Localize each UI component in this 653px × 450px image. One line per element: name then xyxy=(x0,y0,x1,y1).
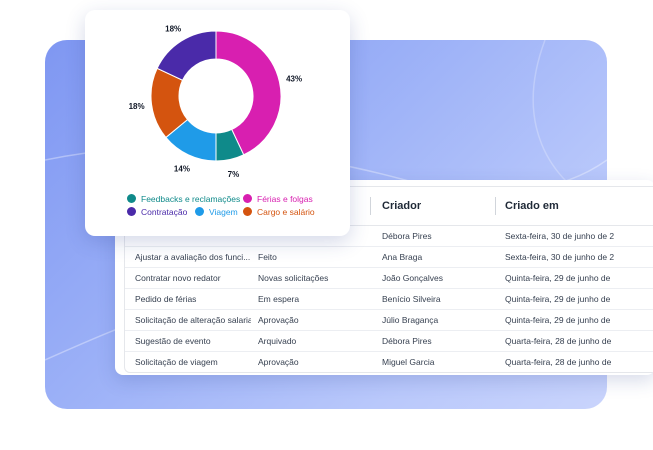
table-row[interactable]: Sugestão de evento Arquivado Débora Pires Q… xyxy=(125,331,653,352)
table-body: Débora Pires Sexta-feira, 30 de junho de … xyxy=(125,226,653,372)
cell-creator: Júlio Bragança xyxy=(382,315,439,325)
cell-date: Quinta-feira, 29 de junho de xyxy=(505,294,611,304)
table-row[interactable]: Débora Pires Sexta-feira, 30 de junho de … xyxy=(125,226,653,247)
cell-creator: Miguel Garcia xyxy=(382,357,435,367)
cell-creator: Débora Pires xyxy=(382,336,432,346)
chart-card: 43% 7% 14% 18% 18% Feedbacks e reclamações F… xyxy=(85,10,350,236)
legend-item-contratacao[interactable]: Contratação xyxy=(127,206,187,217)
cell-status: Aprovação xyxy=(258,315,299,325)
table-row[interactable]: Pedido de férias Em espera Benício Silveir… xyxy=(125,289,653,310)
cell-title: Solicitação de alteração salarial xyxy=(135,315,251,325)
donut-chart: 43% 7% 14% 18% 18% xyxy=(129,24,302,179)
donut-slice[interactable] xyxy=(215,30,282,156)
cell-date: Quinta-feira, 29 de junho de xyxy=(505,273,611,283)
legend-item-viagem[interactable]: Viagem xyxy=(195,206,238,217)
cell-creator: João Gonçalves xyxy=(382,273,443,283)
column-header-criador[interactable]: Criador xyxy=(382,200,422,212)
legend-item-ferias[interactable]: Férias e folgas xyxy=(243,193,313,204)
cell-title: Pedido de férias xyxy=(135,294,197,304)
table-row[interactable]: Ajustar a avaliação dos funci... Feito Ana… xyxy=(125,247,653,268)
column-header-criado-em[interactable]: Criado em xyxy=(505,200,559,212)
cell-date: Sexta-feira, 30 de junho de 2 xyxy=(505,231,615,241)
requests-table: Criador Criado em Débora Pires Sexta-feir… xyxy=(124,186,653,373)
cell-date: Sexta-feira, 30 de junho de 2 xyxy=(505,252,615,262)
legend-dot xyxy=(243,207,252,217)
legend-item-feedbacks[interactable]: Feedbacks e reclamações xyxy=(127,193,240,204)
legend-label: Cargo e salário xyxy=(257,206,315,217)
cell-status: Novas solicitações xyxy=(258,273,329,283)
legend-label: Contratação xyxy=(141,206,188,217)
table-header: Criador Criado em xyxy=(125,187,653,226)
legend-item-cargo[interactable]: Cargo e salário xyxy=(243,206,315,217)
cell-creator: Benício Silveira xyxy=(382,294,441,304)
legend-label: Viagem xyxy=(209,206,238,217)
slice-percent-label: 14% xyxy=(174,164,190,173)
cell-title: Contratar novo redator xyxy=(135,273,221,283)
legend-dot xyxy=(127,194,136,204)
cell-date: Quarta-feira, 28 de junho de xyxy=(505,357,612,367)
donut-slice[interactable] xyxy=(156,30,217,81)
cell-date: Quinta-feira, 29 de junho de xyxy=(505,315,611,325)
cell-status: Aprovação xyxy=(258,357,299,367)
slice-percent-label: 18% xyxy=(129,102,145,111)
table-row[interactable]: Solicitação de viagem Aprovação Miguel Gar… xyxy=(125,352,653,372)
cell-creator: Ana Braga xyxy=(382,252,423,262)
column-separator xyxy=(370,197,371,215)
legend-label: Feedbacks e reclamações xyxy=(141,193,241,204)
legend-dot xyxy=(195,207,204,217)
cell-title: Solicitação de viagem xyxy=(135,357,218,367)
cell-status: Em espera xyxy=(258,294,300,304)
cell-date: Quarta-feira, 28 de junho de xyxy=(505,336,612,346)
slice-percent-label: 43% xyxy=(286,75,302,84)
slice-percent-label: 18% xyxy=(165,24,181,33)
legend-dot xyxy=(127,207,136,217)
column-separator xyxy=(495,197,496,215)
cell-creator: Débora Pires xyxy=(382,231,432,241)
slice-percent-label: 7% xyxy=(228,170,240,179)
legend-dot xyxy=(243,194,252,204)
cell-title: Sugestão de evento xyxy=(135,336,211,346)
cell-status: Arquivado xyxy=(258,336,297,346)
legend-label: Férias e folgas xyxy=(257,193,313,204)
cell-title: Ajustar a avaliação dos funci... xyxy=(135,252,251,262)
table-row[interactable]: Contratar novo redator Novas solicitações… xyxy=(125,268,653,289)
table-row[interactable]: Solicitação de alteração salarial Aprovaç… xyxy=(125,310,653,331)
cell-status: Feito xyxy=(258,252,277,262)
